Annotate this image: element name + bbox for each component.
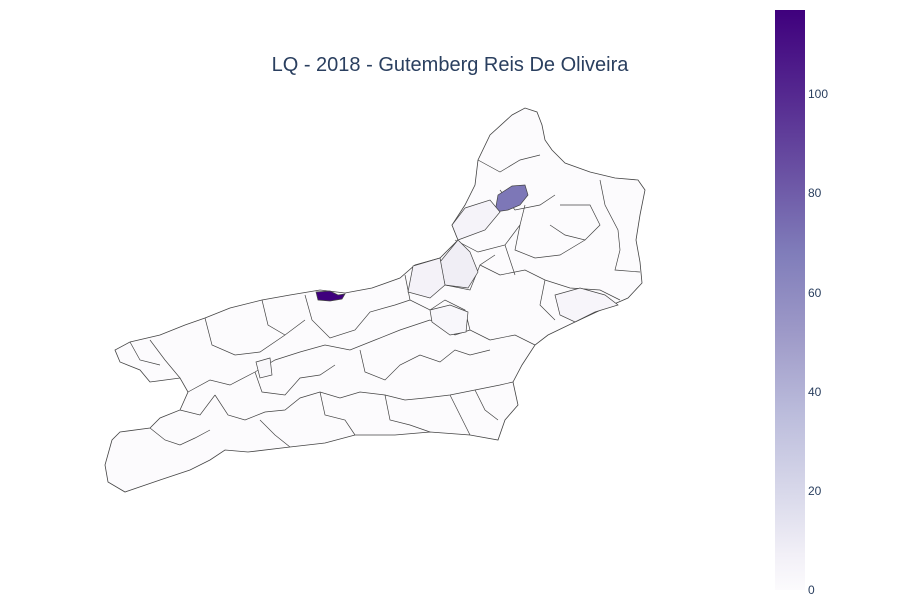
colorbar-tick-label: 80 [808,186,822,201]
colorbar-tick-label: 20 [808,483,822,498]
colorbar-tick-label: 0 [808,583,815,597]
municipality-region [315,290,346,302]
municipality-region [255,357,273,379]
colorbar-tick-label: 40 [808,384,822,399]
colorbar-tick-label: 60 [808,285,822,300]
municipality-region [407,257,446,299]
map-layer [104,107,646,493]
colorbar [775,10,805,590]
municipality-region [451,199,501,241]
municipality-borders [129,154,641,448]
municipality-region [554,287,619,323]
colorbar-tick-label: 100 [808,87,829,102]
map-title: LQ - 2018 - Gutemberg Reis De Oliveira [271,54,629,76]
municipality-region [429,304,469,336]
